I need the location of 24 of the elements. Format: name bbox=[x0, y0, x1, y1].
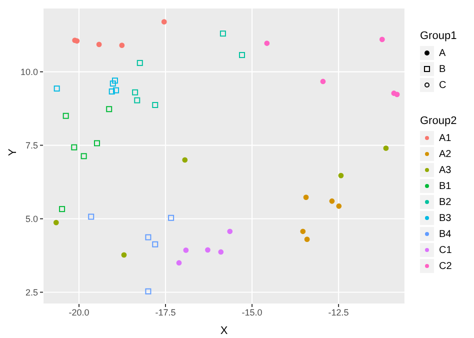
y-axis-title: Y bbox=[6, 148, 19, 156]
legend-label: A2 bbox=[439, 148, 452, 160]
x-tick-label: -17.5 bbox=[155, 307, 176, 318]
y-tick-label: 10.0 bbox=[20, 66, 38, 77]
legend-label: C1 bbox=[439, 244, 452, 256]
legend-label: A1 bbox=[439, 132, 452, 144]
legend-label: B2 bbox=[439, 196, 452, 208]
text: C bbox=[439, 80, 446, 90]
x-tick-label: -12.5 bbox=[328, 307, 349, 318]
x-axis-title: X bbox=[220, 325, 228, 337]
legend-title: Group2 bbox=[420, 115, 457, 127]
x-tick-label: -15.0 bbox=[242, 307, 262, 318]
y-tick-label: 7.5 bbox=[25, 140, 38, 150]
y-tick-label: 2.5 bbox=[25, 287, 38, 298]
x-tick-label: -20.0 bbox=[68, 307, 90, 318]
text: A bbox=[439, 48, 446, 58]
text: Group1 bbox=[420, 30, 457, 42]
legend-label: C2 bbox=[439, 260, 452, 272]
text: B bbox=[439, 64, 446, 74]
y-tick-label: 5.0 bbox=[25, 214, 38, 224]
legend-label: B4 bbox=[439, 228, 452, 240]
legend-label: B3 bbox=[439, 212, 452, 224]
legend-label: A3 bbox=[439, 164, 452, 176]
legend-label: B1 bbox=[439, 180, 452, 192]
